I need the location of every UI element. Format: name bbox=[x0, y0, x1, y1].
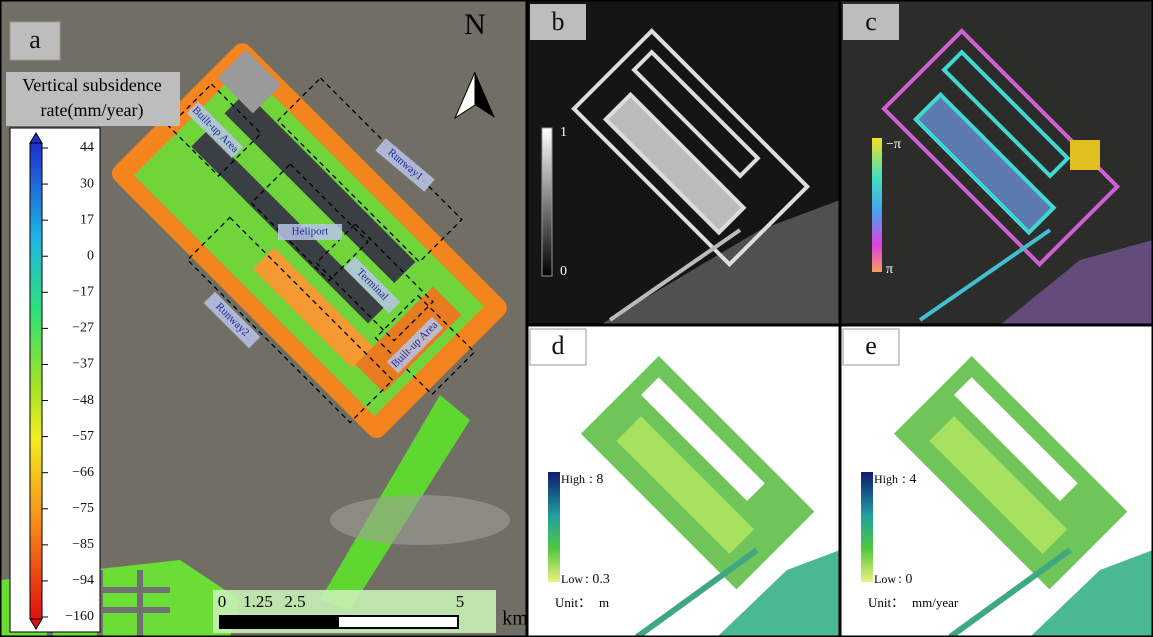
colorbar-high: High bbox=[874, 472, 898, 486]
scale-tick-label: 5 bbox=[456, 592, 465, 611]
shape bbox=[1070, 140, 1100, 170]
unit: mm/year bbox=[912, 595, 959, 610]
scale-tick-label: 0 bbox=[218, 592, 227, 611]
panel-label: c bbox=[865, 7, 877, 36]
shape bbox=[10, 128, 100, 632]
colorbar-tick-label: −37 bbox=[72, 357, 94, 372]
colorbar-title: Vertical subsidence bbox=[22, 75, 161, 95]
colorbar-label: π bbox=[886, 262, 893, 277]
colorbar-tick-label: −85 bbox=[72, 537, 94, 552]
panel-d: d High : 8 Low: 0.3 Unit： m bbox=[527, 325, 840, 637]
panel-e: e High : 4 Low: 0 Unit： mm/year bbox=[840, 325, 1153, 637]
unit-label: Unit： bbox=[868, 595, 904, 610]
colorbar-tick-label: −66 bbox=[72, 465, 94, 480]
shape bbox=[220, 616, 339, 628]
scale-unit: km bbox=[502, 608, 528, 630]
panel-c: −π π c bbox=[840, 0, 1153, 325]
colorbar-high-value: : 8 bbox=[589, 472, 603, 487]
panel-label: b bbox=[552, 7, 565, 36]
colorbar-high-value: : 4 bbox=[902, 472, 916, 487]
shape bbox=[30, 143, 42, 619]
colorbar-tick-label: −17 bbox=[72, 285, 94, 300]
shape bbox=[542, 128, 552, 276]
colorbar bbox=[548, 472, 560, 582]
colorbar-label: −π bbox=[886, 137, 901, 152]
unit: m bbox=[599, 595, 609, 610]
shape bbox=[872, 138, 882, 272]
north-label: N bbox=[464, 8, 486, 41]
scale-tick-label: 1.25 bbox=[243, 592, 273, 611]
colorbar-label: 0 bbox=[560, 264, 567, 279]
colorbar-low: Low bbox=[874, 572, 896, 586]
colorbar-tick-label: 44 bbox=[80, 140, 94, 155]
colorbar-tick-label: −160 bbox=[65, 609, 94, 624]
panel-a: Built-up AreaRunway1HeliportTerminalRunw… bbox=[0, 0, 528, 637]
annotation-label: Heliport bbox=[292, 226, 329, 238]
colorbar-low-value: : 0.3 bbox=[585, 572, 610, 587]
colorbar-tick-label: 17 bbox=[80, 212, 94, 227]
colorbar-tick-label: 30 bbox=[80, 176, 94, 191]
colorbar-tick-label: −27 bbox=[72, 321, 94, 336]
panel-label: e bbox=[865, 331, 877, 360]
unit-label: Unit： bbox=[555, 595, 591, 610]
colorbar-tick-label: −48 bbox=[72, 393, 94, 408]
panel-label: d bbox=[552, 331, 565, 360]
panel-label: a bbox=[29, 25, 41, 54]
figure: Built-up AreaRunway1HeliportTerminalRunw… bbox=[0, 0, 1153, 637]
colorbar-title: rate(mm/year) bbox=[41, 100, 144, 121]
colorbar-tick-label: −57 bbox=[72, 429, 94, 444]
shape bbox=[330, 495, 510, 545]
colorbar bbox=[861, 472, 873, 582]
colorbar-low: Low bbox=[561, 572, 583, 586]
panel-b: 1 0 b bbox=[527, 0, 840, 325]
annotation: Heliport bbox=[278, 224, 342, 240]
colorbar-tick-label: −75 bbox=[72, 501, 94, 516]
colorbar-low-value: : 0 bbox=[898, 572, 912, 587]
colorbar-high: High bbox=[561, 472, 585, 486]
colorbar-tick-label: 0 bbox=[87, 248, 94, 263]
colorbar-tick-label: −94 bbox=[72, 573, 94, 588]
scale-tick-label: 2.5 bbox=[284, 592, 305, 611]
colorbar-label: 1 bbox=[560, 125, 567, 140]
